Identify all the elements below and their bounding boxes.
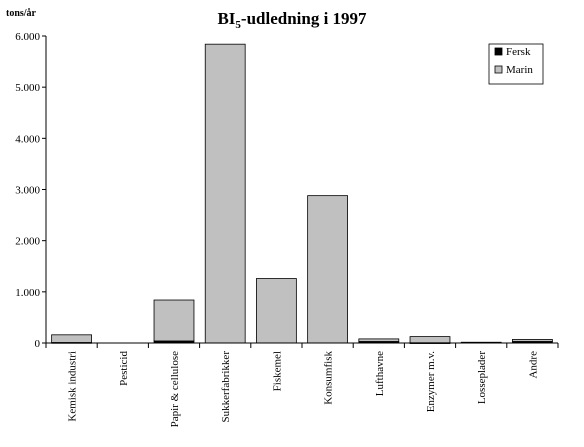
bars [51, 43, 553, 344]
x-category-label: Sukkerfabrikker [220, 351, 232, 423]
bar-marin-7 [409, 336, 451, 344]
y-tick-label: 3.000 [15, 185, 40, 197]
bar-marin-2 [153, 299, 195, 342]
legend-label-fersk: Fersk [506, 46, 531, 58]
x-category-label: Losseplader [476, 351, 488, 404]
x-category-label: Andre [527, 351, 539, 379]
chart-title: BI5-udledning i 1997 [217, 9, 367, 31]
y-tick-label: 1.000 [15, 287, 40, 299]
bar-marin-0 [51, 334, 92, 343]
x-category-label: Pesticid [118, 351, 130, 386]
y-axis: 0 1.000 2.000 3.000 4.000 5.000 6.000 [15, 31, 47, 350]
bar-marin-6 [358, 338, 400, 342]
x-category-label: Kemisk industri [67, 351, 79, 422]
bar-marin-4 [256, 278, 297, 344]
y-tick-label: 0 [35, 338, 41, 350]
x-category-label: Enzymer m.v. [425, 351, 437, 413]
bar-marin-5 [307, 195, 348, 344]
y-tick-label: 2.000 [15, 236, 40, 248]
bar-marin-3 [204, 43, 246, 344]
y-tick-label: 4.000 [15, 133, 40, 145]
y-tick-label: 6.000 [15, 31, 40, 43]
x-category-label: Lufthavne [374, 351, 386, 396]
legend-swatch-fersk [494, 47, 503, 56]
legend-swatch-marin [494, 65, 503, 74]
bar-marin-9 [512, 339, 553, 342]
x-category-label: Fiskemel [271, 351, 283, 391]
x-axis: Kemisk industri Pesticid Papir & cellulose… [45, 342, 559, 427]
legend: Fersk Marin [488, 43, 544, 85]
chart-title-subscript: 5 [235, 19, 241, 31]
legend-label-marin: Marin [506, 64, 533, 76]
y-axis-unit-label: tons/år [6, 8, 37, 19]
x-category-label: Konsumfisk [323, 351, 335, 405]
y-tick-label: 5.000 [15, 82, 40, 94]
x-category-label: Papir & cellulose [169, 351, 181, 427]
